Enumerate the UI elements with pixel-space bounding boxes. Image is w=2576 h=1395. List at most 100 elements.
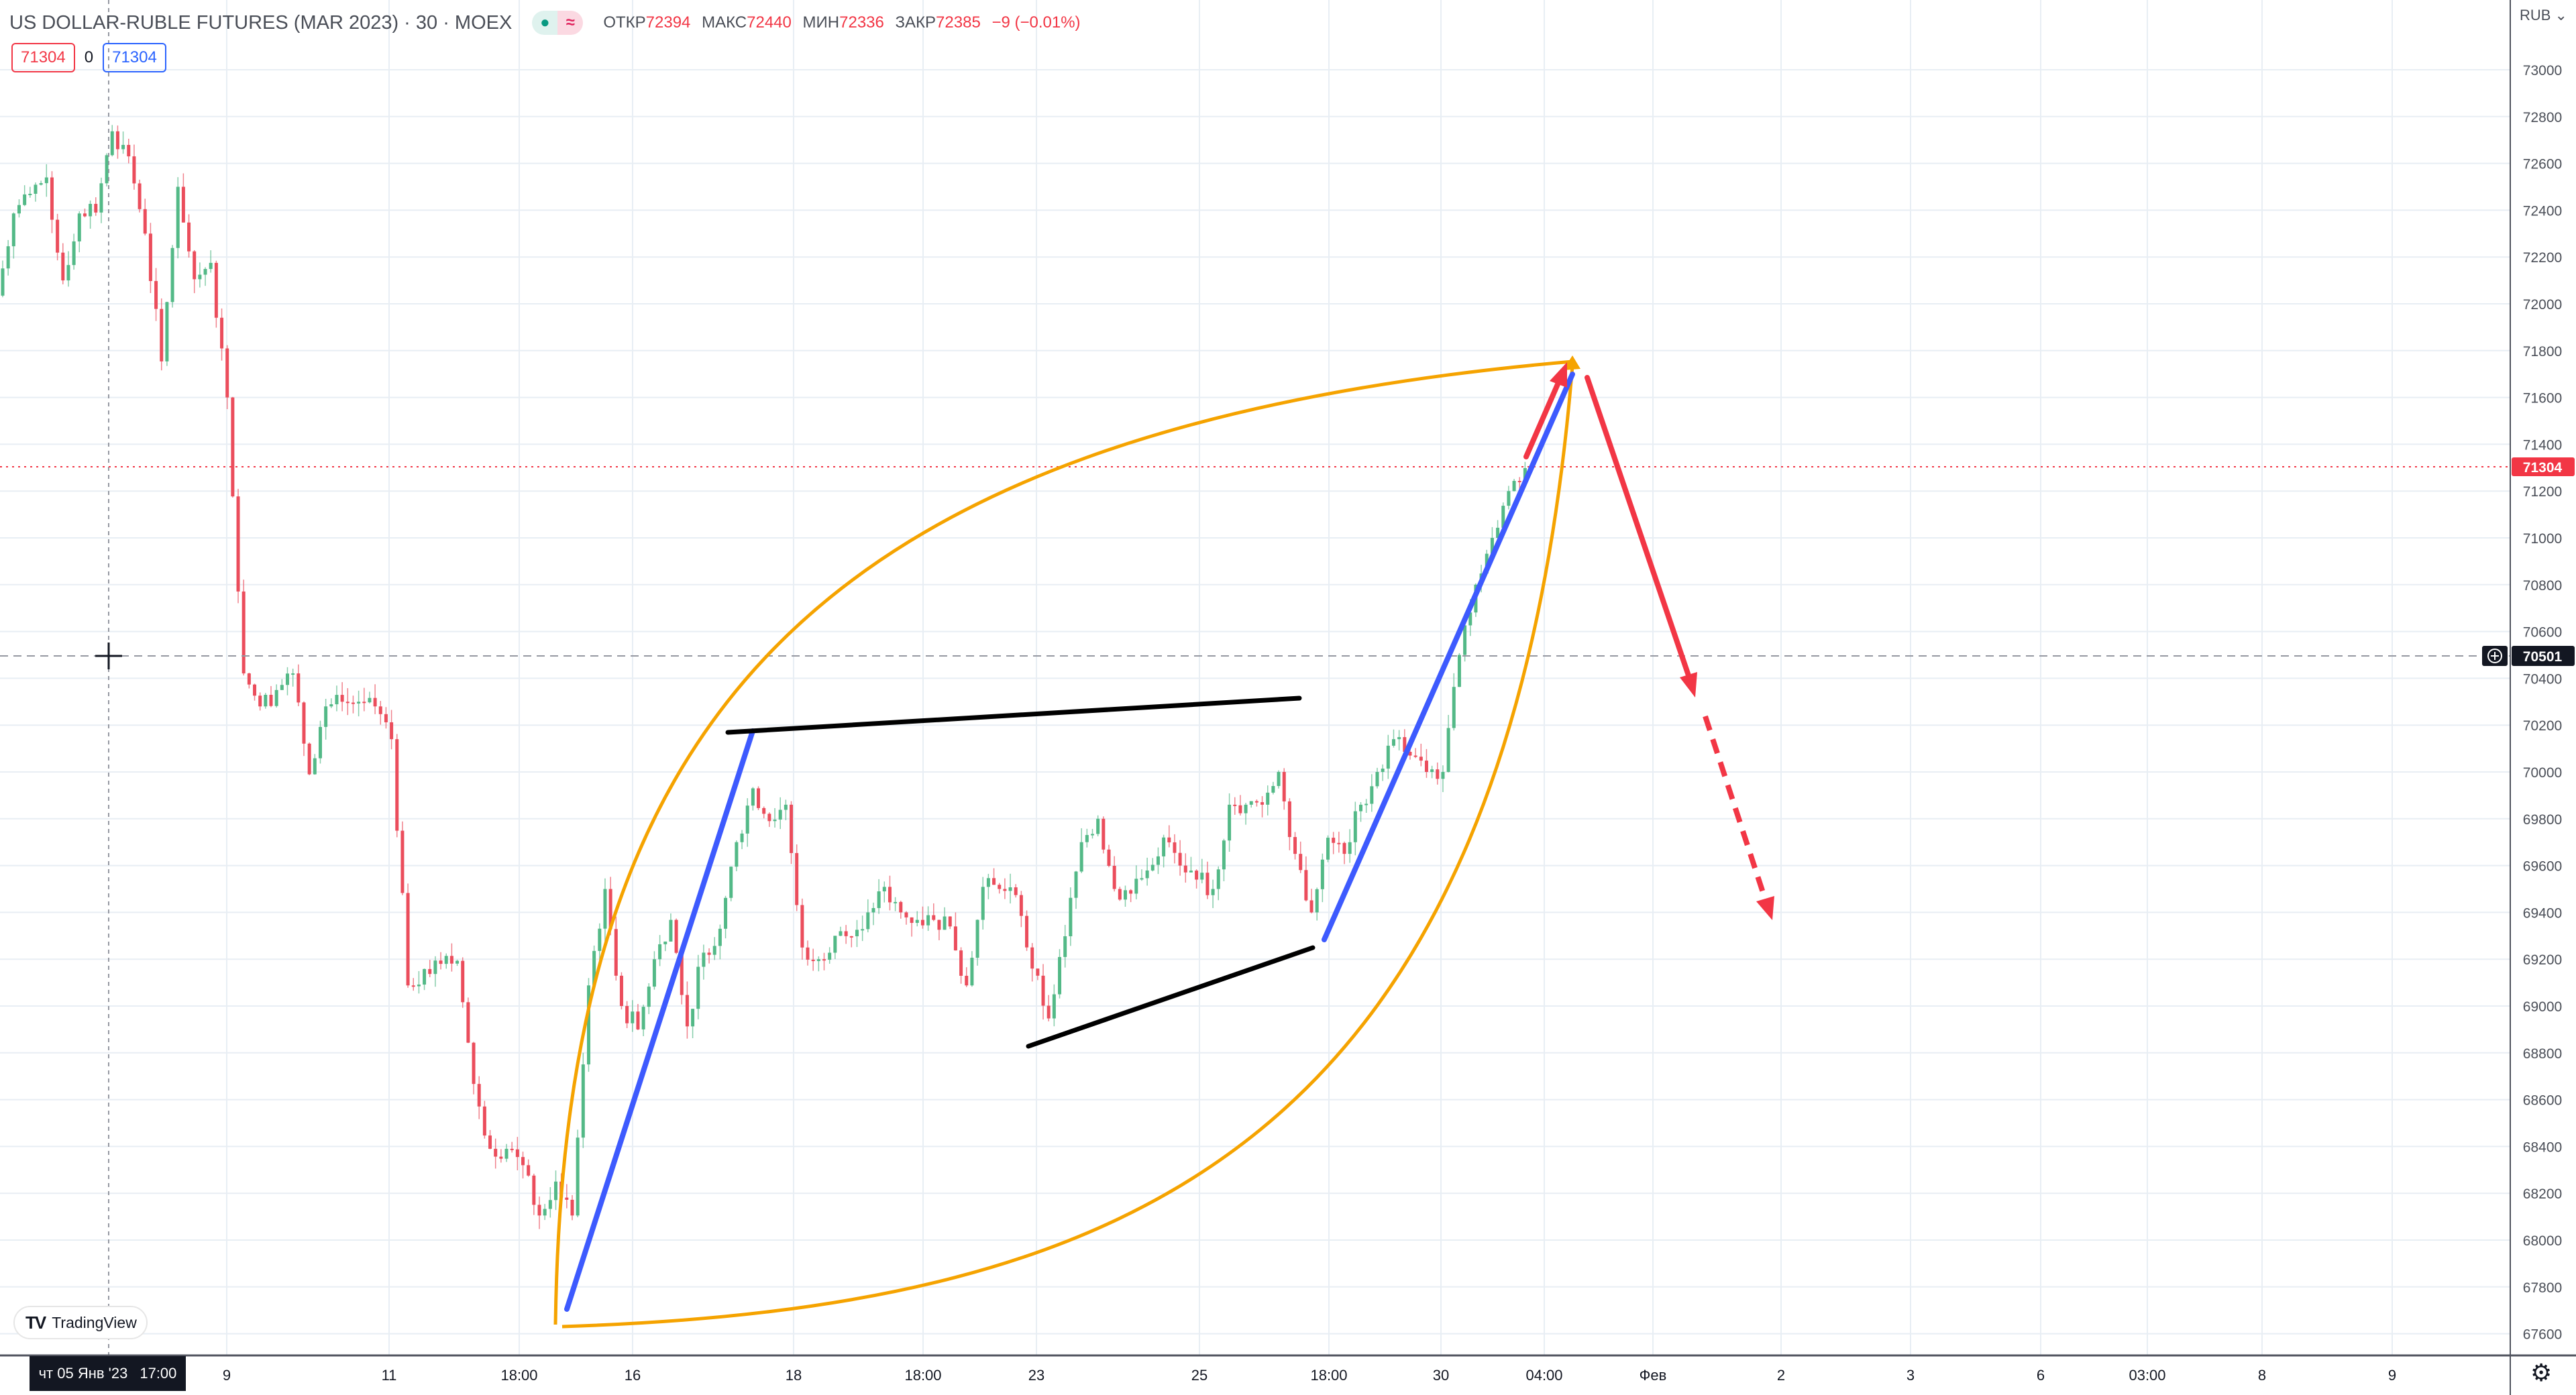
candle	[488, 1129, 492, 1150]
candle	[882, 881, 886, 903]
status-pill[interactable]: ● ≈	[532, 11, 584, 35]
candle	[625, 1001, 629, 1028]
candle-body	[882, 887, 886, 892]
candle-body	[368, 698, 372, 703]
candle-body	[72, 241, 76, 266]
candle-body	[1014, 887, 1018, 895]
candle-body	[170, 247, 174, 302]
candle-body	[937, 919, 941, 930]
candle-body	[77, 213, 81, 241]
candle	[357, 690, 361, 717]
candle	[619, 972, 623, 1010]
candle-body	[1200, 873, 1204, 880]
time-tick-label: Фев	[1640, 1367, 1667, 1384]
candle-body	[959, 950, 963, 976]
candle-body	[1375, 772, 1379, 787]
candle	[998, 883, 1002, 894]
price-tick-label: 70000	[2523, 765, 2562, 781]
crosshair-cursor-icon	[95, 643, 122, 669]
candle-body	[1403, 737, 1407, 752]
candle	[324, 698, 328, 740]
candle-body	[1003, 889, 1007, 891]
candle	[992, 868, 996, 885]
candle-body	[641, 1007, 645, 1029]
buy-button[interactable]: 71304	[103, 43, 166, 72]
add-alert-plus-icon[interactable]	[2482, 646, 2508, 666]
currency-selector[interactable]: RUB ⌄	[2520, 7, 2567, 23]
tradingview-logo[interactable]: TV TradingView	[13, 1306, 148, 1339]
candle-body	[504, 1148, 508, 1159]
candle-body	[707, 952, 711, 955]
candle	[1238, 795, 1242, 816]
candle	[1025, 910, 1029, 951]
trade-buttons: 71304 0 71304	[11, 43, 166, 72]
candle-body	[1507, 491, 1511, 506]
price-tick-label: 69600	[2523, 859, 2562, 875]
candle-body	[943, 916, 947, 930]
candle	[1441, 765, 1445, 793]
candle-body	[1254, 801, 1258, 803]
candle-body	[592, 950, 596, 986]
candle-body	[510, 1148, 514, 1150]
candle-body	[965, 975, 969, 986]
candle	[762, 806, 766, 819]
candle-body	[1271, 785, 1275, 793]
candle-body	[61, 252, 65, 281]
candle	[576, 1129, 580, 1217]
close-value: 72385	[936, 13, 981, 32]
candle	[214, 260, 218, 328]
crosshair-date: чт 05 Янв '23	[38, 1365, 128, 1382]
candle	[658, 935, 662, 966]
legend-header: US DOLLAR-RUBLE FUTURES (MAR 2023) · 30 …	[9, 8, 1087, 38]
candle	[745, 798, 749, 847]
candle	[115, 125, 119, 159]
candle	[888, 875, 892, 911]
candle-body	[1150, 864, 1155, 871]
candle	[1419, 743, 1423, 767]
candle	[433, 956, 437, 987]
candle-body	[855, 930, 859, 936]
candle-body	[920, 919, 924, 926]
candle	[77, 211, 81, 253]
candle-body	[1419, 757, 1423, 761]
candle-body	[844, 931, 848, 936]
candle-body	[165, 302, 169, 361]
candle-body	[499, 1156, 503, 1159]
candle-body	[735, 842, 739, 867]
candle	[1309, 889, 1313, 913]
candle-body	[986, 878, 990, 887]
candle-body	[608, 889, 612, 930]
candle	[138, 179, 142, 213]
candle	[861, 915, 865, 942]
candle-body	[998, 885, 1002, 889]
candle	[384, 707, 388, 729]
candle-body	[378, 706, 382, 714]
sell-button[interactable]: 71304	[11, 43, 75, 72]
last-price-badge	[2512, 457, 2575, 476]
candle-body	[264, 695, 268, 707]
candle-body	[614, 929, 618, 976]
candle	[461, 957, 465, 1008]
candle-body	[877, 891, 881, 908]
price-tick-label: 67800	[2523, 1280, 2562, 1296]
candle	[1, 260, 5, 298]
candle-body	[345, 702, 350, 704]
candle-body	[521, 1157, 525, 1166]
candle	[603, 878, 607, 942]
candle-body	[198, 274, 202, 280]
candle-body	[1381, 769, 1385, 772]
black-support-line	[1026, 945, 1316, 1049]
settings-gear-icon[interactable]: ⚙	[2530, 1359, 2553, 1386]
symbol-title[interactable]: US DOLLAR-RUBLE FUTURES (MAR 2023) · 30 …	[9, 11, 513, 34]
candle	[378, 701, 382, 725]
candle	[729, 866, 733, 901]
time-axis[interactable]: 9 11 18:00 16 18 18:00 23 25 18:00 30 04:00 Фев 2 3 6 0…	[223, 1367, 2396, 1384]
price-axis[interactable]: 73000 72800 72600 72400 72200 72000 71800 71600…	[2523, 63, 2562, 1343]
candle	[953, 912, 957, 951]
candle	[406, 883, 410, 988]
candle-body	[1140, 878, 1144, 880]
candle	[264, 693, 268, 709]
candle	[335, 685, 339, 712]
candle	[1129, 889, 1133, 903]
